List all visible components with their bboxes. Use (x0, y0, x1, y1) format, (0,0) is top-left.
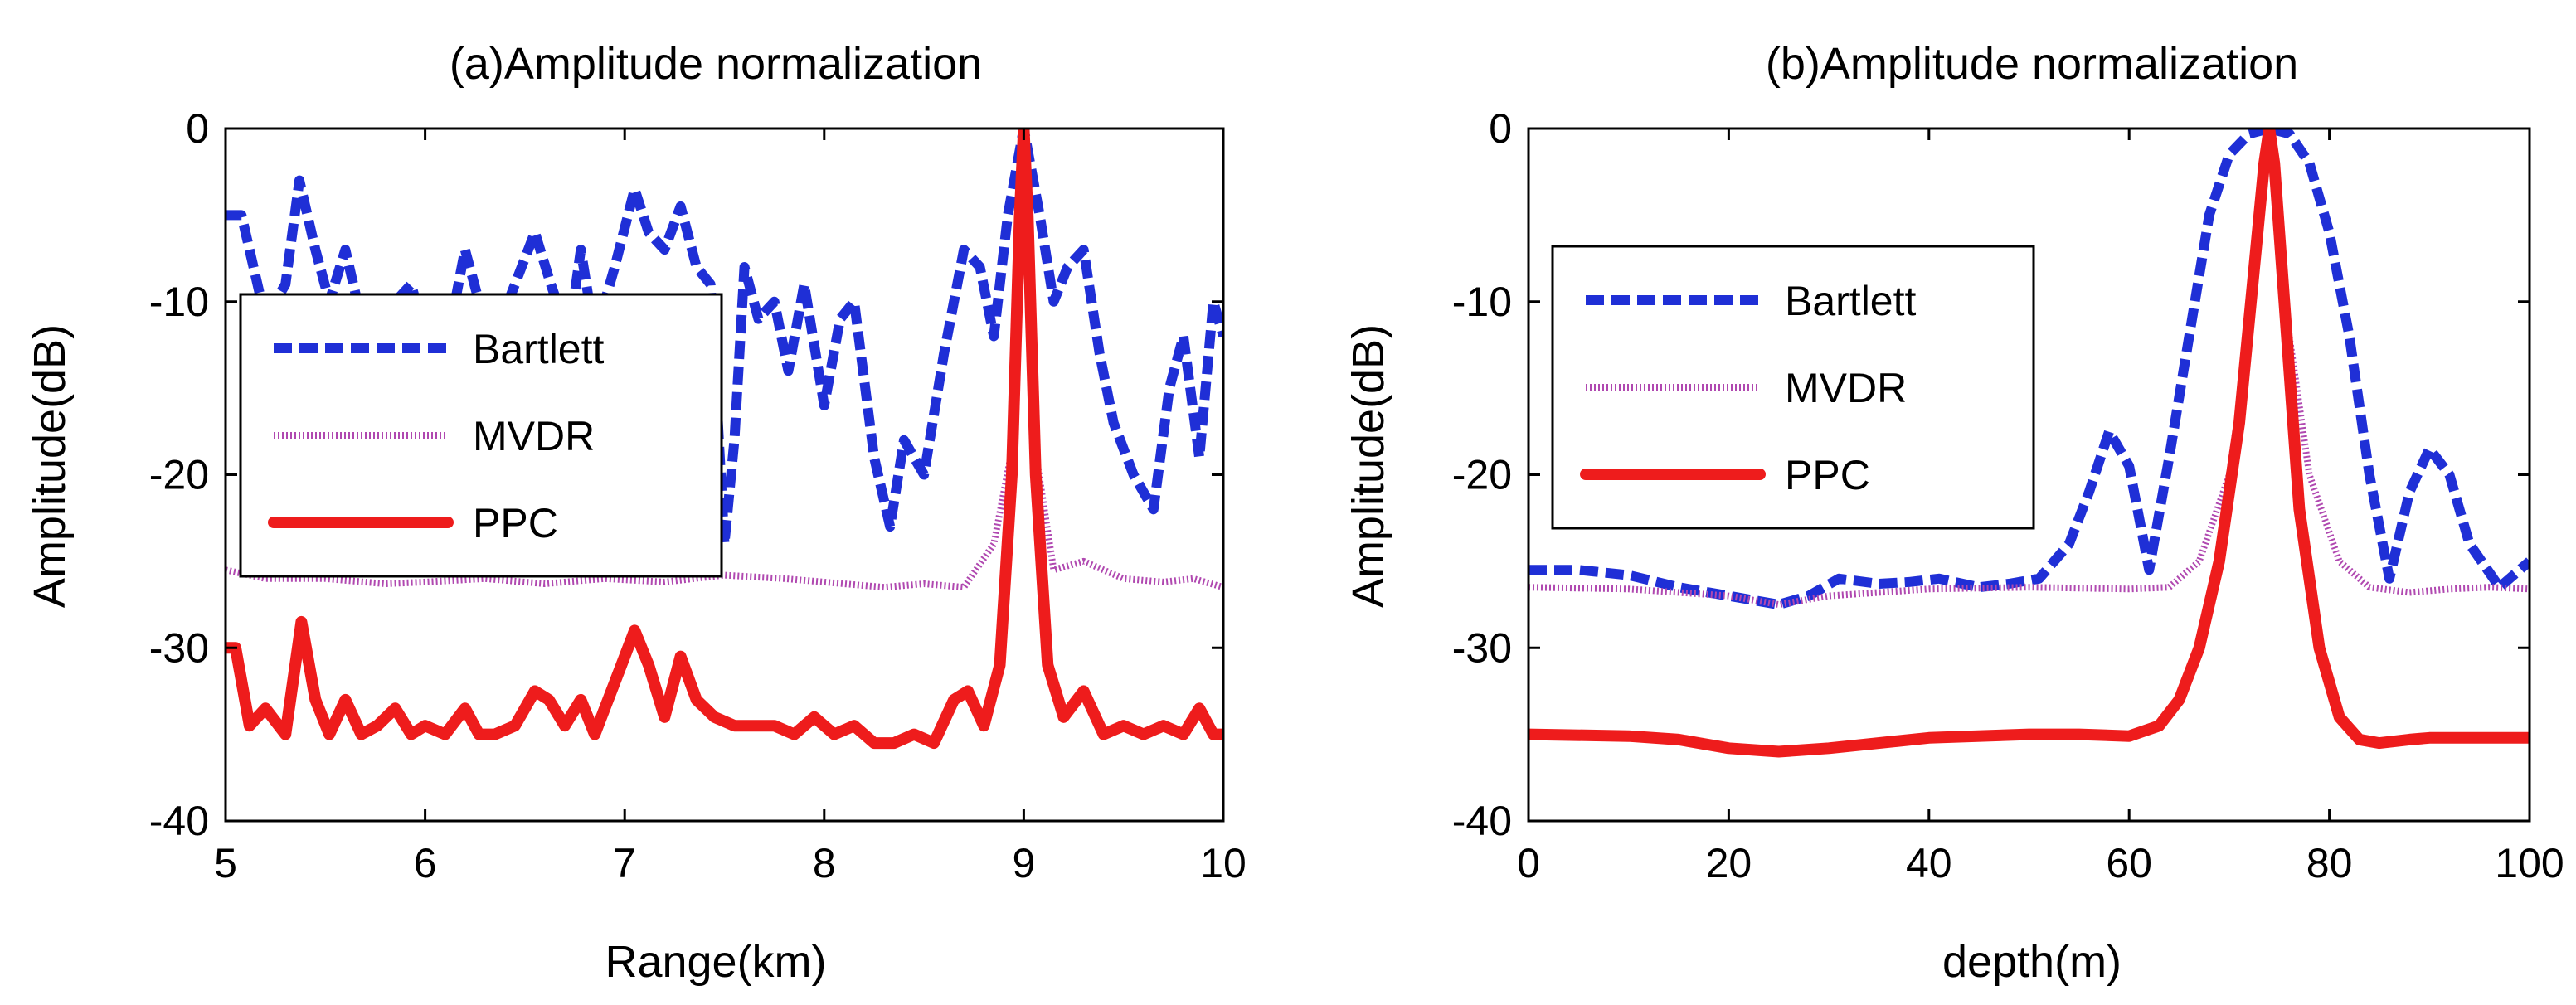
chart-b-legend: Bartlett MVDR PPC (1551, 245, 2035, 530)
chart-b-y-tick-label: -40 (1452, 798, 1512, 844)
chart-b-series-bartlett-line (1529, 129, 2530, 610)
chart-a-x-tick-label: 10 (1200, 840, 1247, 886)
chart-b-y-tick-label: -10 (1452, 279, 1512, 325)
chart-b-y-tick-label: -20 (1452, 452, 1512, 498)
chart-a-x-tick-label: 5 (214, 840, 237, 886)
chart-a-x-tick-label: 8 (813, 840, 836, 886)
chart-a-x-tick-label: 9 (1012, 840, 1035, 886)
chart-a-series-ppc-line (226, 129, 1223, 750)
chart-a-axes-frame (224, 127, 1225, 823)
chart-b-x-tick-label: 40 (1906, 840, 1952, 886)
chart-b-x-label: depth(m) (1942, 937, 2122, 987)
chart-a-legend-label-ppc: PPC (473, 500, 558, 546)
chart-b-x-tick-label: 100 (2495, 840, 2564, 886)
chart-b-y-label: Amplitude(dB) (1344, 324, 1393, 608)
chart-b-series-ppc-line (1529, 129, 2530, 758)
chart-b-x-tick-label: 60 (2106, 840, 2152, 886)
chart-a-legend: Bartlett MVDR PPC (239, 293, 723, 578)
chart-b-y-tick-label: 0 (1489, 105, 1512, 152)
chart-a-y-tick-label: -20 (149, 452, 209, 498)
chart-b: (b)Amplitude normalization 0 20 40 60 80 100 0… (1344, 39, 2564, 987)
chart-b-x-tick-label: 80 (2306, 840, 2353, 886)
chart-a: (a)Amplitude normalization 5 6 7 8 9 10 0 -10 -2… (25, 39, 1247, 987)
chart-b-legend-label-mvdr: MVDR (1785, 365, 1907, 411)
chart-a-series-mvdr-line (226, 142, 1223, 591)
chart-a-x-tick-label: 6 (414, 840, 437, 886)
chart-a-legend-label-bartlett: Bartlett (473, 326, 605, 372)
chart-a-title: (a)Amplitude normalization (450, 39, 982, 89)
chart-a-y-tick-label: -10 (149, 279, 209, 325)
chart-b-legend-label-ppc: PPC (1785, 452, 1870, 498)
chart-a-legend-label-mvdr: MVDR (473, 413, 595, 459)
chart-a-y-label: Amplitude(dB) (25, 324, 75, 608)
chart-b-legend-label-bartlett: Bartlett (1785, 278, 1917, 324)
chart-b-x-tick-label: 0 (1517, 840, 1540, 886)
chart-a-y-tick-label: -40 (149, 798, 209, 844)
chart-a-y-tick-label: -30 (149, 624, 209, 671)
chart-b-x-tick-label: 20 (1706, 840, 1752, 886)
chart-a-x-tick-label: 7 (613, 840, 636, 886)
chart-a-y-tick-label: 0 (186, 105, 209, 152)
chart-b-axes-frame (1527, 127, 2531, 823)
chart-b-title: (b)Amplitude normalization (1766, 39, 2298, 89)
chart-a-x-label: Range(km) (605, 937, 826, 987)
chart-b-y-tick-label: -30 (1452, 624, 1512, 671)
